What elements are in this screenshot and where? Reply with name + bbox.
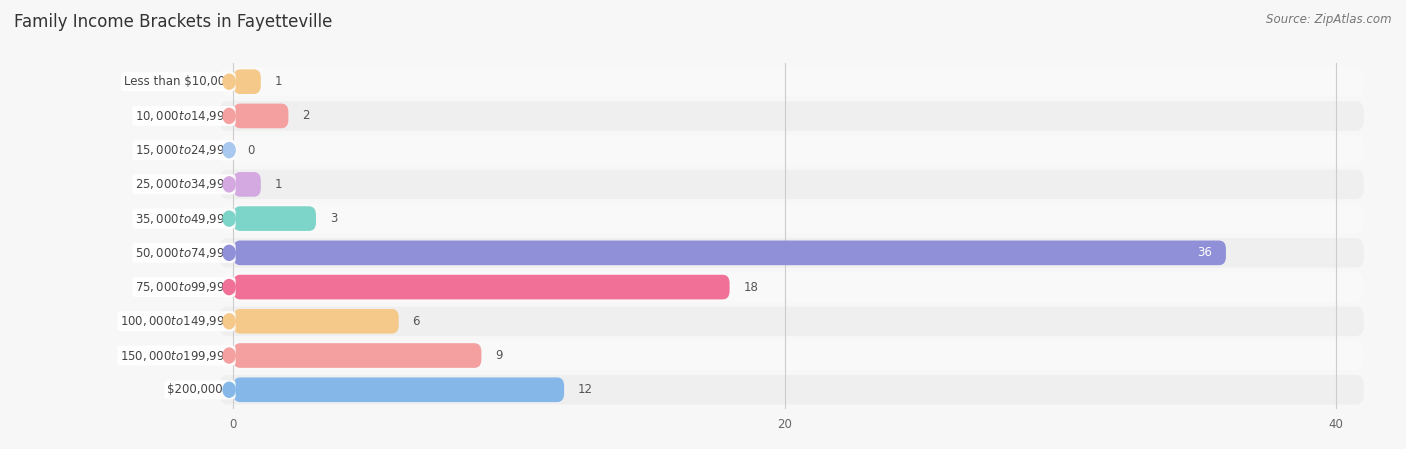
FancyBboxPatch shape bbox=[233, 104, 288, 128]
Text: $50,000 to $74,999: $50,000 to $74,999 bbox=[135, 246, 232, 260]
FancyBboxPatch shape bbox=[233, 69, 260, 94]
Circle shape bbox=[224, 348, 235, 363]
Text: 18: 18 bbox=[744, 281, 758, 294]
Text: $100,000 to $149,999: $100,000 to $149,999 bbox=[121, 314, 232, 328]
Text: 1: 1 bbox=[274, 178, 283, 191]
FancyBboxPatch shape bbox=[233, 206, 316, 231]
Circle shape bbox=[224, 382, 235, 397]
FancyBboxPatch shape bbox=[219, 307, 1364, 336]
Text: Family Income Brackets in Fayetteville: Family Income Brackets in Fayetteville bbox=[14, 13, 332, 31]
Text: $10,000 to $14,999: $10,000 to $14,999 bbox=[135, 109, 232, 123]
Circle shape bbox=[224, 280, 235, 295]
Text: $15,000 to $24,999: $15,000 to $24,999 bbox=[135, 143, 232, 157]
Circle shape bbox=[224, 108, 235, 123]
Circle shape bbox=[224, 211, 235, 226]
FancyBboxPatch shape bbox=[219, 101, 1364, 131]
Circle shape bbox=[224, 245, 235, 260]
Text: 1: 1 bbox=[274, 75, 283, 88]
Circle shape bbox=[224, 143, 235, 158]
FancyBboxPatch shape bbox=[219, 67, 1364, 97]
FancyBboxPatch shape bbox=[233, 172, 260, 197]
Text: $25,000 to $34,999: $25,000 to $34,999 bbox=[135, 177, 232, 191]
FancyBboxPatch shape bbox=[219, 273, 1364, 302]
Text: $200,000+: $200,000+ bbox=[167, 383, 232, 396]
FancyBboxPatch shape bbox=[219, 204, 1364, 233]
Text: $35,000 to $49,999: $35,000 to $49,999 bbox=[135, 211, 232, 225]
FancyBboxPatch shape bbox=[233, 309, 399, 334]
FancyBboxPatch shape bbox=[219, 170, 1364, 199]
FancyBboxPatch shape bbox=[219, 238, 1364, 268]
FancyBboxPatch shape bbox=[233, 343, 481, 368]
Text: 6: 6 bbox=[412, 315, 420, 328]
Text: Less than $10,000: Less than $10,000 bbox=[124, 75, 232, 88]
Circle shape bbox=[224, 314, 235, 329]
FancyBboxPatch shape bbox=[219, 375, 1364, 405]
Text: 3: 3 bbox=[330, 212, 337, 225]
Text: 9: 9 bbox=[495, 349, 503, 362]
Text: 12: 12 bbox=[578, 383, 593, 396]
FancyBboxPatch shape bbox=[219, 136, 1364, 165]
Text: 2: 2 bbox=[302, 110, 309, 123]
Circle shape bbox=[224, 74, 235, 89]
Text: 0: 0 bbox=[247, 144, 254, 157]
FancyBboxPatch shape bbox=[233, 378, 564, 402]
Text: $150,000 to $199,999: $150,000 to $199,999 bbox=[121, 348, 232, 362]
Circle shape bbox=[224, 177, 235, 192]
Text: 36: 36 bbox=[1198, 247, 1212, 260]
FancyBboxPatch shape bbox=[233, 275, 730, 299]
Text: Source: ZipAtlas.com: Source: ZipAtlas.com bbox=[1267, 13, 1392, 26]
Text: $75,000 to $99,999: $75,000 to $99,999 bbox=[135, 280, 232, 294]
FancyBboxPatch shape bbox=[233, 241, 1226, 265]
FancyBboxPatch shape bbox=[219, 341, 1364, 370]
